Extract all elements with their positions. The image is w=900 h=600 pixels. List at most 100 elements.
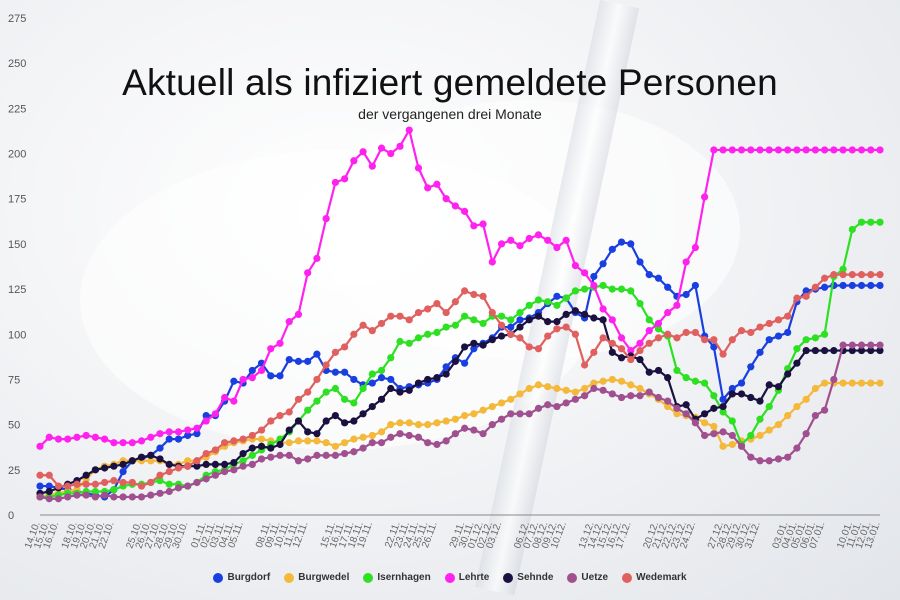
data-point-burgdorf <box>765 336 773 344</box>
data-point-lehrte <box>848 146 856 154</box>
data-point-burgdorf <box>36 482 44 490</box>
data-point-burgwedel <box>516 390 524 398</box>
data-point-wedemark <box>581 361 589 369</box>
data-point-burgwedel <box>636 384 644 393</box>
data-point-lehrte <box>230 397 238 405</box>
data-point-wedemark <box>756 323 764 331</box>
data-point-wedemark <box>221 439 229 447</box>
data-point-uetze <box>442 437 450 445</box>
data-point-lehrte <box>737 146 746 154</box>
data-point-isernhagen <box>341 395 349 403</box>
data-point-isernhagen <box>461 312 469 320</box>
data-point-burgwedel <box>876 379 884 387</box>
data-point-burgdorf <box>599 260 607 268</box>
data-point-burgwedel <box>341 439 349 447</box>
data-point-wedemark <box>488 308 496 317</box>
data-point-isernhagen <box>617 285 626 293</box>
data-point-isernhagen <box>377 366 386 375</box>
data-point-sehnde <box>350 417 358 425</box>
data-point-wedemark <box>617 345 626 353</box>
data-point-burgwedel <box>507 395 515 403</box>
legend-item-burgdorf: Burgdorf <box>213 572 270 583</box>
data-point-burgwedel <box>867 379 875 387</box>
legend-marker <box>363 572 374 583</box>
data-point-wedemark <box>239 435 247 443</box>
data-point-lehrte <box>119 439 127 447</box>
data-point-burgdorf <box>608 245 616 253</box>
data-point-uetze <box>516 410 524 418</box>
data-point-isernhagen <box>636 299 644 308</box>
data-point-wedemark <box>664 330 672 338</box>
data-point-lehrte <box>377 144 386 152</box>
data-point-sehnde <box>774 383 783 391</box>
data-point-isernhagen <box>848 225 856 234</box>
data-point-sehnde <box>728 390 736 398</box>
data-point-sehnde <box>617 354 626 362</box>
data-point-sehnde <box>848 346 856 355</box>
data-point-uetze <box>285 451 293 459</box>
data-point-wedemark <box>331 348 339 356</box>
data-point-burgdorf <box>230 377 238 385</box>
legend-marker <box>444 572 455 583</box>
data-point-wedemark <box>91 480 99 488</box>
data-point-isernhagen <box>747 431 755 440</box>
chart-legend: Burgdorf Burgwedel Isernhagen Lehrte Sehnde U… <box>0 572 900 583</box>
data-point-isernhagen <box>387 354 395 362</box>
data-point-lehrte <box>774 146 783 154</box>
data-point-wedemark <box>636 346 644 355</box>
data-point-burgwedel <box>396 419 404 427</box>
data-point-lehrte <box>516 242 524 250</box>
data-point-wedemark <box>54 482 63 490</box>
data-point-sehnde <box>867 346 875 355</box>
data-point-burgdorf <box>553 292 561 300</box>
data-point-wedemark <box>728 336 736 344</box>
legend-label: Lehrte <box>458 572 490 583</box>
data-point-wedemark <box>839 271 847 279</box>
data-point-lehrte <box>451 202 459 210</box>
data-point-uetze <box>488 421 496 429</box>
data-point-uetze <box>396 430 404 438</box>
data-point-burgwedel <box>257 435 266 443</box>
data-point-lehrte <box>294 310 303 318</box>
data-point-burgdorf <box>682 290 690 299</box>
legend-label: Burgwedel <box>298 572 350 583</box>
data-point-burgdorf <box>377 374 386 382</box>
data-point-burgwedel <box>331 442 339 450</box>
data-point-sehnde <box>451 357 459 365</box>
data-point-isernhagen <box>765 402 773 411</box>
data-point-uetze <box>553 402 561 411</box>
data-point-lehrte <box>701 193 709 201</box>
y-tick-label: 50 <box>8 420 20 432</box>
data-point-uetze <box>710 430 718 438</box>
legend-item-burgwedel: Burgwedel <box>284 572 349 583</box>
data-point-uetze <box>91 493 99 501</box>
data-point-wedemark <box>802 292 810 300</box>
data-point-wedemark <box>433 299 441 308</box>
data-point-wedemark <box>387 312 395 320</box>
data-point-burgwedel <box>488 402 496 411</box>
data-point-wedemark <box>359 321 367 329</box>
data-point-lehrte <box>784 146 792 154</box>
data-point-wedemark <box>82 480 90 488</box>
data-point-lehrte <box>461 207 469 215</box>
data-point-burgdorf <box>184 431 192 440</box>
data-point-uetze <box>839 341 847 349</box>
data-point-isernhagen <box>867 218 875 226</box>
data-point-burgdorf <box>719 395 727 403</box>
data-point-burgwedel <box>304 437 312 445</box>
data-point-isernhagen <box>876 218 884 226</box>
data-point-uetze <box>682 410 690 418</box>
data-point-isernhagen <box>470 316 478 324</box>
data-point-uetze <box>165 487 173 496</box>
data-point-isernhagen <box>534 296 543 304</box>
data-point-sehnde <box>737 390 746 398</box>
data-point-lehrte <box>91 433 99 441</box>
data-point-wedemark <box>765 319 773 328</box>
data-point-wedemark <box>350 330 358 338</box>
y-tick-label: 225 <box>8 103 26 115</box>
data-point-uetze <box>562 399 570 407</box>
legend-marker <box>284 572 295 583</box>
y-tick-label: 175 <box>8 194 26 206</box>
data-point-uetze <box>387 433 395 441</box>
data-point-sehnde <box>202 460 210 468</box>
